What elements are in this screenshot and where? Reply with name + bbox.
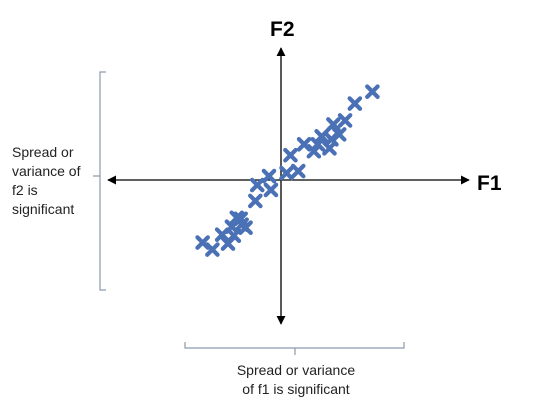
f1-spread-note: Spread or variance of f1 is significant	[216, 361, 376, 399]
scatter-point-x-marker	[322, 140, 337, 156]
scatter-point-x-marker	[283, 147, 298, 163]
scatter-point-x-marker	[248, 193, 263, 209]
f2-spread-brace	[93, 71, 106, 291]
scatter-points	[195, 84, 380, 257]
scatter-point-x-marker	[290, 163, 306, 179]
f1-note-line: Spread or variance	[236, 362, 356, 378]
f1-spread-brace	[184, 342, 405, 355]
scatter-point-x-marker	[310, 137, 326, 152]
scatter-point-x-marker	[279, 165, 294, 181]
f2-spread-note: Spread or variance of f2 is significant	[12, 143, 104, 219]
f1-note-line: of f1 is significant	[242, 381, 350, 397]
scatter-point-x-marker	[326, 117, 341, 132]
scatter-point-x-marker	[249, 177, 265, 193]
scatter-point-x-marker	[234, 217, 249, 233]
scatter-point-x-marker	[331, 127, 347, 142]
scatter-point-x-marker	[347, 96, 363, 111]
f2-note-line: Spread or	[12, 144, 74, 160]
scatter-point-x-marker	[205, 242, 220, 257]
scatter-point-x-marker	[263, 182, 279, 198]
scatter-point-x-marker	[365, 84, 380, 99]
f2-note-line: variance of	[12, 163, 81, 179]
f2-axis-title: F2	[270, 18, 295, 41]
scatter-point-x-marker	[337, 113, 353, 128]
scatter-point-x-marker	[261, 168, 277, 184]
f2-note-line: f2 is	[12, 182, 38, 198]
f2-note-line: significant	[12, 201, 75, 217]
scatter-point-x-marker	[306, 143, 322, 159]
f1-axis-title: F1	[477, 172, 502, 195]
